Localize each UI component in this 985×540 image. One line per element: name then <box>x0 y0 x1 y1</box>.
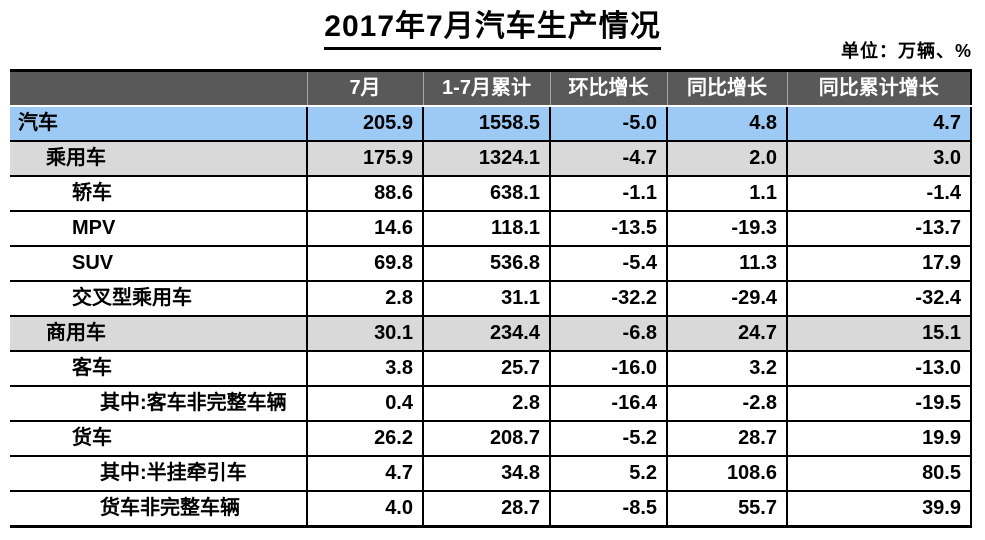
value-cell: -29.4 <box>666 280 788 317</box>
value-cell: 24.7 <box>666 315 788 352</box>
table-row: MPV 14.6 118.1 -13.5 -19.3 -13.7 <box>10 210 972 247</box>
column-header: 同比增长 <box>666 69 788 107</box>
value-cell: -2.8 <box>666 385 788 422</box>
value-cell: 205.9 <box>306 105 424 142</box>
value-cell: -6.8 <box>549 315 668 352</box>
value-cell: 1.1 <box>666 175 788 212</box>
table-row: 货车 26.2 208.7 -5.2 28.7 19.9 <box>10 420 972 457</box>
value-cell: -5.4 <box>549 245 668 282</box>
production-table: 7月 1-7月累计 环比增长 同比增长 同比累计增长 汽车 205.9 1558.5 -5.0… <box>10 69 972 528</box>
title-bar: 2017年7月汽车生产情况 <box>0 10 985 50</box>
page-title: 2017年7月汽车生产情况 <box>324 10 661 50</box>
table-row: 客车 3.8 25.7 -16.0 3.2 -13.0 <box>10 350 972 387</box>
value-cell: -19.3 <box>666 210 788 247</box>
value-cell: 88.6 <box>306 175 424 212</box>
value-cell: 28.7 <box>666 420 788 457</box>
row-label: 汽车 <box>10 105 308 142</box>
value-cell: -13.0 <box>786 350 972 387</box>
value-cell: 34.8 <box>422 455 551 492</box>
value-cell: 31.1 <box>422 280 551 317</box>
value-cell: 1558.5 <box>422 105 551 142</box>
value-cell: 69.8 <box>306 245 424 282</box>
column-header: 7月 <box>306 69 424 107</box>
table-row: 其中:客车非完整车辆 0.4 2.8 -16.4 -2.8 -19.5 <box>10 385 972 422</box>
value-cell: 3.0 <box>786 140 972 177</box>
value-cell: 536.8 <box>422 245 551 282</box>
value-cell: -4.7 <box>549 140 668 177</box>
row-label: 其中:半挂牵引车 <box>10 455 308 492</box>
value-cell: 638.1 <box>422 175 551 212</box>
unit-label: 单位：万辆、% <box>840 41 972 61</box>
value-cell: -19.5 <box>786 385 972 422</box>
value-cell: -32.4 <box>786 280 972 317</box>
value-cell: 25.7 <box>422 350 551 387</box>
value-cell: 4.7 <box>306 455 424 492</box>
column-header: 同比累计增长 <box>786 69 972 107</box>
table-row: 其中:半挂牵引车 4.7 34.8 5.2 108.6 80.5 <box>10 455 972 492</box>
value-cell: -16.4 <box>549 385 668 422</box>
value-cell: 39.9 <box>786 490 972 528</box>
value-cell: -5.2 <box>549 420 668 457</box>
row-label: 货车非完整车辆 <box>10 490 308 528</box>
value-cell: 15.1 <box>786 315 972 352</box>
row-label: 商用车 <box>10 315 308 352</box>
value-cell: -5.0 <box>549 105 668 142</box>
table-row: 乘用车 175.9 1324.1 -4.7 2.0 3.0 <box>10 140 972 177</box>
value-cell: 11.3 <box>666 245 788 282</box>
value-cell: 28.7 <box>422 490 551 528</box>
table-row: 交叉型乘用车 2.8 31.1 -32.2 -29.4 -32.4 <box>10 280 972 317</box>
row-label: 其中:客车非完整车辆 <box>10 385 308 422</box>
table-body: 汽车 205.9 1558.5 -5.0 4.8 4.7 乘用车 175.9 1324.1 -4.… <box>10 105 972 528</box>
value-cell: 1324.1 <box>422 140 551 177</box>
table-row: SUV 69.8 536.8 -5.4 11.3 17.9 <box>10 245 972 282</box>
table-row: 汽车 205.9 1558.5 -5.0 4.8 4.7 <box>10 105 972 142</box>
value-cell: -13.7 <box>786 210 972 247</box>
value-cell: 3.8 <box>306 350 424 387</box>
value-cell: 208.7 <box>422 420 551 457</box>
row-label: 交叉型乘用车 <box>10 280 308 317</box>
value-cell: 3.2 <box>666 350 788 387</box>
value-cell: -1.1 <box>549 175 668 212</box>
value-cell: -32.2 <box>549 280 668 317</box>
row-label: MPV <box>10 210 308 247</box>
value-cell: -1.4 <box>786 175 972 212</box>
value-cell: 175.9 <box>306 140 424 177</box>
value-cell: -13.5 <box>549 210 668 247</box>
value-cell: 2.8 <box>422 385 551 422</box>
table-row: 轿车 88.6 638.1 -1.1 1.1 -1.4 <box>10 175 972 212</box>
table-row: 商用车 30.1 234.4 -6.8 24.7 15.1 <box>10 315 972 352</box>
value-cell: 118.1 <box>422 210 551 247</box>
value-cell: 26.2 <box>306 420 424 457</box>
row-label: 乘用车 <box>10 140 308 177</box>
value-cell: 55.7 <box>666 490 788 528</box>
value-cell: -8.5 <box>549 490 668 528</box>
value-cell: 30.1 <box>306 315 424 352</box>
value-cell: 108.6 <box>666 455 788 492</box>
value-cell: 80.5 <box>786 455 972 492</box>
value-cell: 4.7 <box>786 105 972 142</box>
value-cell: 4.0 <box>306 490 424 528</box>
value-cell: 0.4 <box>306 385 424 422</box>
row-label-column-header <box>10 69 308 107</box>
row-label: SUV <box>10 245 308 282</box>
value-cell: 14.6 <box>306 210 424 247</box>
value-cell: -16.0 <box>549 350 668 387</box>
value-cell: 2.8 <box>306 280 424 317</box>
value-cell: 4.8 <box>666 105 788 142</box>
column-header: 1-7月累计 <box>422 69 551 107</box>
value-cell: 19.9 <box>786 420 972 457</box>
row-label: 货车 <box>10 420 308 457</box>
value-cell: 5.2 <box>549 455 668 492</box>
value-cell: 17.9 <box>786 245 972 282</box>
value-cell: 234.4 <box>422 315 551 352</box>
header-row: 7月 1-7月累计 环比增长 同比增长 同比累计增长 <box>10 69 972 107</box>
column-header: 环比增长 <box>549 69 668 107</box>
value-cell: 2.0 <box>666 140 788 177</box>
row-label: 客车 <box>10 350 308 387</box>
row-label: 轿车 <box>10 175 308 212</box>
table-row: 货车非完整车辆 4.0 28.7 -8.5 55.7 39.9 <box>10 490 972 528</box>
